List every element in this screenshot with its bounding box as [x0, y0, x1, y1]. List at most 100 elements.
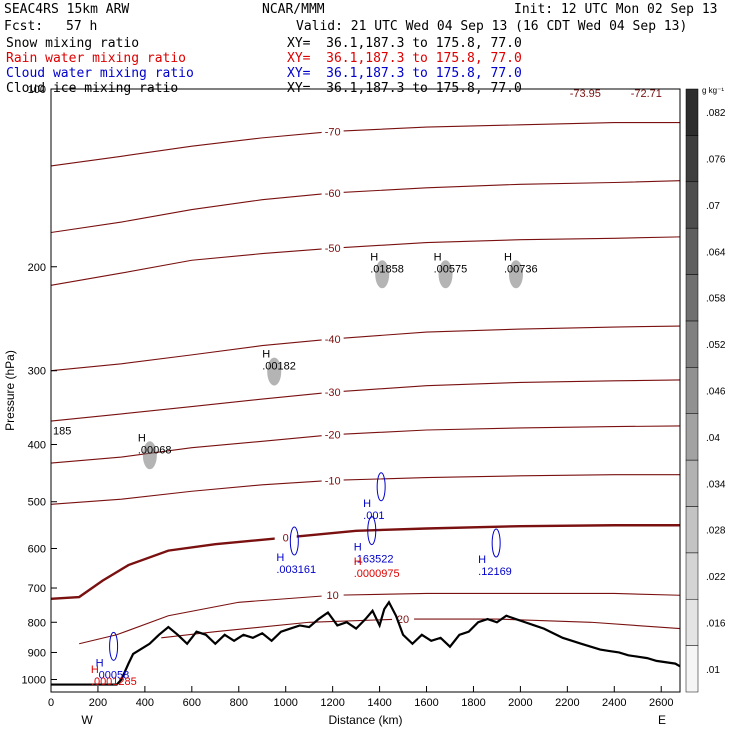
x-tick-label: 2200: [555, 697, 579, 709]
y-axis-label: Pressure (hPa): [3, 350, 17, 431]
org-label: NCAR/MMM: [262, 2, 325, 17]
plot-frame: [50, 88, 681, 693]
x-tick-label: 1200: [320, 697, 344, 709]
colorbar-label: .016: [706, 618, 726, 629]
colorbar-label: .052: [706, 340, 726, 351]
x-tick-label: 2000: [508, 697, 532, 709]
terrain-fill: [51, 602, 680, 692]
model-title: SEAC4RS 15km ARW: [4, 2, 130, 17]
x-tick-label: 1000: [273, 697, 297, 709]
cloud-water-max-value: .001: [363, 510, 384, 522]
temperature-contour-label: -50: [325, 243, 341, 255]
y-tick-label: 600: [28, 543, 46, 555]
cloud-water-max-marker: H: [478, 554, 486, 566]
snow-max-value: .00736: [504, 263, 538, 275]
x-tick-label: 1800: [461, 697, 485, 709]
y-tick-label: 900: [28, 647, 46, 659]
valid-time: Valid: 21 UTC Wed 04 Sep 13 (16 CDT Wed …: [296, 19, 688, 34]
temperature-contour: [50, 379, 681, 422]
colorbar-label: .064: [706, 247, 726, 258]
colorbar-label: .04: [706, 433, 720, 444]
temperature-contour-label: -30: [325, 387, 341, 399]
x-axis-label: Distance (km): [328, 713, 402, 727]
y-tick-label: 700: [28, 583, 46, 595]
x-tick-label: 200: [89, 697, 107, 709]
colorbar-label: .082: [706, 108, 726, 119]
contour-label-bg: [321, 331, 344, 345]
snow-shading: [267, 357, 282, 386]
contour-label-bg: [321, 385, 344, 399]
snow-max-marker: H: [504, 251, 512, 263]
contour-label-bg: [321, 185, 344, 199]
rain-max-value: .0001285: [91, 676, 137, 688]
temperature-contour: [50, 236, 681, 286]
x-tick-label: 2400: [602, 697, 626, 709]
snow-max-value: .00575: [434, 263, 468, 275]
x-tick-label: 800: [230, 697, 248, 709]
cloud-water-contour: [491, 528, 501, 558]
field-snow-xy: XY= 36.1,187.3 to 175.8, 77.0: [287, 36, 522, 51]
colorbar-label: .07: [706, 201, 720, 212]
terrain-line: [51, 600, 681, 686]
cloud-water-max-value: .12169: [478, 566, 512, 578]
end-label-west: W: [81, 713, 93, 727]
snow-shading: [438, 260, 453, 289]
y-tick-label: 400: [28, 440, 46, 452]
field-snow-name: Snow mixing ratio: [6, 36, 140, 51]
rain-max-value: .0000975: [354, 568, 400, 580]
init-time: Init: 12 UTC Mon 02 Sep 13: [514, 2, 718, 17]
temperature-contour-label: -10: [325, 475, 341, 487]
colorbar-label: .076: [706, 155, 726, 166]
colorbar-swatch: [685, 274, 699, 322]
rain-max-marker: H: [354, 556, 362, 568]
colorbar-label: .028: [706, 526, 726, 537]
corner-label-top: -72.71: [631, 88, 662, 100]
cloud-water-max-value: .003161: [276, 564, 316, 576]
fcst-value: 57 h: [66, 19, 98, 34]
snow-max-marker: H: [262, 349, 270, 361]
rain-max-marker: H: [91, 664, 99, 676]
colorbar-swatch: [685, 88, 699, 136]
snow-max-marker: H: [434, 251, 442, 263]
colorbar-swatch: [685, 598, 699, 646]
contour-label-bg: [321, 124, 344, 138]
temperature-contour-label: -70: [325, 126, 341, 138]
y-tick-label: 300: [28, 366, 46, 378]
colorbar-swatch: [685, 459, 699, 507]
x-tick-label: 2600: [649, 697, 673, 709]
x-tick-label: 0: [48, 697, 54, 709]
y-tick-label: 1000: [22, 674, 46, 686]
colorbar-label: .022: [706, 572, 726, 583]
field-rain-name: Rain water mixing ratio: [6, 51, 187, 66]
colorbar-swatch: [685, 320, 699, 368]
temperature-contour: [50, 524, 680, 600]
x-tick-label: 1600: [414, 697, 438, 709]
cloud-water-max-value: .00058: [96, 669, 130, 681]
y-tick-label: 500: [28, 497, 46, 509]
fcst-label: Fcst:: [4, 19, 44, 34]
colorbar-swatch: [685, 413, 699, 461]
temperature-contour: [50, 122, 680, 167]
colorbar-label: .034: [706, 479, 726, 490]
temperature-contour-label: -60: [325, 188, 341, 200]
temperature-contour-label: 0: [283, 533, 289, 545]
y-tick-label: 800: [28, 617, 46, 629]
cloud-water-contour: [289, 526, 299, 556]
y-tick-label: 100: [28, 84, 46, 96]
colorbar-swatch: [685, 367, 699, 414]
snow-max-value: .00068: [138, 444, 172, 456]
snow-max-value: .01858: [370, 263, 404, 275]
cloud-water-contour: [367, 516, 377, 546]
y-tick-label: 200: [28, 262, 46, 274]
snow-max-marker: H: [138, 432, 146, 444]
colorbar-swatch: [685, 506, 699, 554]
colorbar-swatch: [685, 181, 699, 229]
field-cloudwater-name: Cloud water mixing ratio: [6, 66, 194, 81]
contour-label-bg: [321, 473, 344, 487]
cloud-water-max-marker: H: [363, 498, 371, 510]
colorbar-swatch: [685, 135, 699, 183]
temperature-contour-label: -40: [325, 334, 341, 346]
temperature-contour: [50, 180, 681, 234]
field-cloudwater-xy: XY= 36.1,187.3 to 175.8, 77.0: [287, 66, 522, 81]
contour-label-bg: [321, 427, 344, 441]
